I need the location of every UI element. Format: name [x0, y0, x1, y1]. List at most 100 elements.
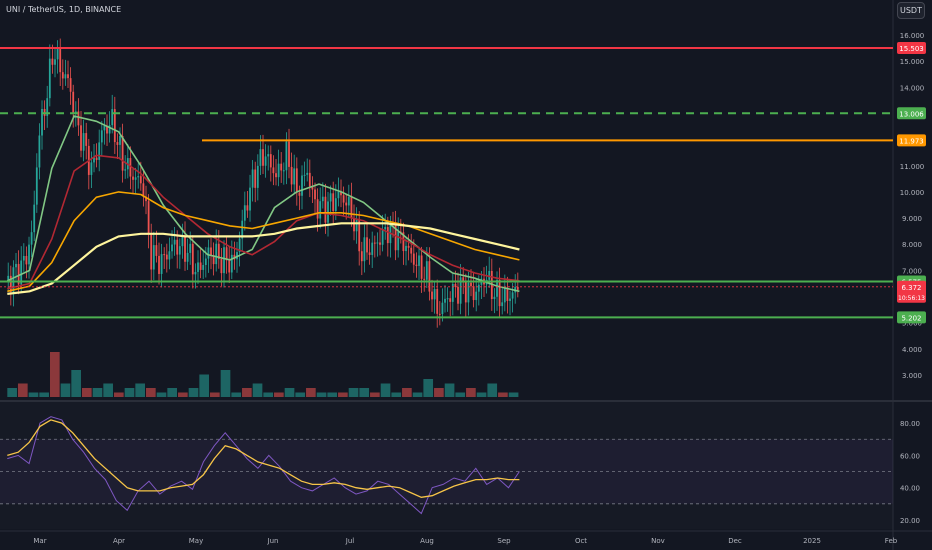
- candle-body: [272, 167, 275, 174]
- candle-body: [160, 254, 163, 274]
- volume-bar: [434, 388, 444, 397]
- moving-average-line: [7, 154, 520, 290]
- candle-body: [306, 172, 309, 175]
- time-tick-label: Nov: [651, 537, 665, 545]
- candle-body: [267, 154, 270, 157]
- candle-body: [467, 282, 470, 303]
- volume-bar: [338, 392, 348, 397]
- volume-bar: [498, 392, 508, 397]
- candle-body: [347, 196, 350, 206]
- time-tick-label: Sep: [497, 537, 511, 545]
- rsi-series-line: [7, 416, 520, 515]
- candle-body: [472, 286, 475, 301]
- candle-body: [225, 247, 228, 261]
- candle-body: [477, 284, 480, 292]
- candle-body: [332, 193, 335, 211]
- candle-body: [457, 286, 459, 304]
- rsi-pane-background: [0, 401, 893, 529]
- candle-body: [459, 277, 462, 304]
- candle-body: [342, 195, 345, 203]
- candle-body: [163, 254, 166, 256]
- candle-body: [407, 245, 410, 248]
- candle-body: [69, 78, 72, 92]
- candle-body: [311, 186, 314, 190]
- candle-body: [12, 267, 15, 292]
- volume-bar: [284, 388, 295, 397]
- candle-body: [298, 192, 301, 196]
- candle-body: [251, 169, 254, 188]
- volume-bar: [423, 379, 434, 397]
- candle-body: [7, 275, 10, 281]
- candle-body: [334, 198, 337, 211]
- price-tick-label: 5.000: [902, 320, 922, 328]
- candle-body: [449, 298, 452, 302]
- candle-body: [124, 169, 127, 171]
- level-price-tag: [897, 311, 926, 324]
- price-tick-label: 8.000: [902, 241, 922, 249]
- candle-body: [35, 167, 38, 205]
- volume-bar: [92, 388, 103, 397]
- candle-body: [269, 154, 272, 168]
- candle-body: [384, 227, 387, 230]
- candle-body: [119, 135, 121, 145]
- candle-body: [22, 255, 25, 261]
- candle-body: [464, 280, 467, 303]
- candle-body: [204, 258, 207, 266]
- volume-bar: [274, 392, 284, 397]
- candle-body: [33, 204, 36, 233]
- candle-body: [368, 252, 371, 255]
- time-tick-label: Jul: [345, 537, 355, 545]
- rsi-series-line: [7, 419, 520, 498]
- level-price-tag: [897, 107, 926, 120]
- candle-body: [129, 158, 132, 177]
- candle-body: [355, 218, 358, 232]
- volume-bar: [476, 392, 487, 397]
- level-price-label: 13.006: [899, 110, 924, 118]
- candle-body: [28, 244, 30, 265]
- rsi-tick-label: 20.00: [900, 517, 920, 525]
- candle-body: [189, 243, 192, 253]
- price-tick-label: 3.000: [902, 372, 922, 380]
- candle-body: [282, 170, 285, 172]
- candle-body: [15, 263, 17, 268]
- candle-body: [142, 183, 145, 197]
- candle-body: [410, 247, 413, 254]
- candle-body: [433, 289, 436, 300]
- candle-body: [184, 235, 186, 262]
- candle-body: [243, 205, 246, 221]
- candle-body: [77, 111, 80, 126]
- candle-body: [241, 220, 244, 239]
- volume-bar: [49, 352, 60, 397]
- candle-body: [147, 201, 150, 234]
- moving-average-line: [6, 115, 520, 293]
- volume-bar: [455, 392, 466, 397]
- volume-bar: [188, 388, 199, 397]
- candle-body: [98, 142, 101, 160]
- price-tick-label: 16.000: [900, 32, 925, 40]
- candle-body: [386, 227, 389, 244]
- candle-body: [238, 238, 241, 253]
- candle-body: [444, 298, 446, 303]
- currency-button[interactable]: USDT: [897, 2, 925, 19]
- candle-body: [321, 196, 324, 202]
- volume-bar: [135, 383, 146, 397]
- volume-bar: [103, 383, 113, 397]
- time-tick-label: Mar: [33, 537, 46, 545]
- level-price-tag: [897, 41, 926, 54]
- candle-body: [308, 172, 311, 187]
- candle-body: [451, 283, 454, 302]
- candle-body: [254, 169, 257, 188]
- candle-body: [509, 298, 511, 301]
- candle-body: [373, 242, 376, 244]
- last-price-label: 6.372: [901, 284, 921, 292]
- level-price-label: 5.202: [901, 314, 921, 322]
- candle-body: [371, 242, 374, 255]
- candle-body: [67, 74, 69, 79]
- candle-body: [173, 239, 176, 245]
- candle-body: [316, 199, 319, 219]
- rsi-tick-label: 80.00: [900, 420, 920, 428]
- candle-body: [488, 270, 491, 280]
- candle-body: [506, 288, 509, 301]
- volume-bar: [167, 388, 178, 397]
